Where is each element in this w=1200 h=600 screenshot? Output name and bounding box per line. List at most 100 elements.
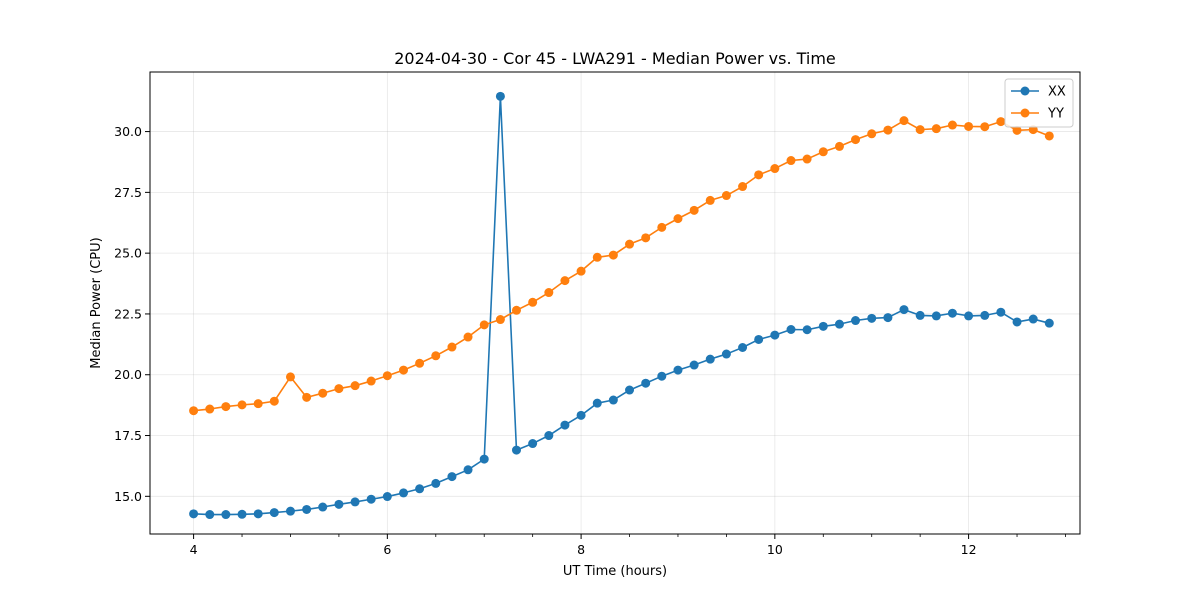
x-axis-label: UT Time (hours) — [563, 564, 667, 579]
data-point-xx — [399, 488, 409, 498]
data-point-yy — [431, 351, 441, 361]
data-point-xx — [786, 325, 796, 334]
data-point-yy — [592, 252, 602, 262]
data-point-yy — [415, 358, 425, 368]
data-point-xx — [947, 308, 957, 318]
data-point-yy — [528, 297, 538, 307]
data-point-yy — [1012, 125, 1022, 135]
data-point-yy — [511, 305, 521, 315]
data-point-xx — [350, 497, 360, 507]
data-point-yy — [996, 117, 1006, 127]
data-point-yy — [237, 400, 247, 410]
y-tick-label: 27.5 — [114, 185, 142, 200]
series-xx — [189, 91, 1054, 520]
data-point-xx — [1044, 318, 1054, 328]
data-point-yy — [560, 276, 570, 286]
data-point-yy — [883, 125, 893, 135]
data-point-xx — [479, 454, 489, 464]
data-point-xx — [964, 311, 974, 321]
data-point-yy — [834, 141, 844, 151]
legend-marker-xx — [1020, 86, 1030, 96]
data-point-yy — [980, 122, 990, 132]
data-point-xx — [318, 502, 328, 512]
data-point-yy — [318, 388, 328, 398]
series-layer — [189, 91, 1054, 520]
data-point-yy — [625, 239, 635, 249]
chart-title: 2024-04-30 - Cor 45 - LWA291 - Median Po… — [394, 49, 836, 68]
legend-label-yy: YY — [1047, 107, 1064, 122]
plot-frame — [149, 71, 1081, 535]
data-point-xx — [754, 334, 764, 344]
data-point-xx — [851, 316, 861, 326]
data-point-yy — [657, 222, 667, 232]
data-point-xx — [899, 305, 909, 315]
data-point-yy — [350, 381, 360, 391]
data-point-yy — [253, 399, 263, 409]
data-point-xx — [431, 478, 441, 488]
data-point-xx — [1012, 317, 1022, 327]
grid — [150, 72, 1080, 534]
data-point-xx — [883, 313, 893, 323]
y-tick-label: 30.0 — [114, 124, 142, 139]
data-point-yy — [721, 191, 731, 201]
data-point-xx — [382, 492, 392, 502]
data-point-xx — [544, 431, 554, 441]
data-point-yy — [205, 404, 215, 414]
data-point-xx — [237, 509, 247, 519]
data-point-yy — [479, 320, 489, 330]
data-point-yy — [867, 129, 877, 139]
data-point-yy — [285, 372, 295, 382]
x-axis-ticks: 4 6 8 10 12 — [190, 534, 1066, 557]
data-point-xx — [673, 365, 683, 375]
y-tick-label: 20.0 — [114, 367, 142, 382]
data-point-yy — [899, 116, 909, 126]
legend: XX YY — [1004, 78, 1074, 128]
legend-label-xx: XX — [1048, 85, 1066, 100]
data-point-yy — [673, 214, 683, 224]
data-point-yy — [770, 164, 780, 174]
data-point-xx — [302, 504, 312, 514]
data-point-xx — [511, 445, 521, 455]
data-point-xx — [657, 371, 667, 381]
data-point-yy — [689, 205, 699, 215]
data-point-xx — [495, 91, 505, 101]
data-point-yy — [915, 125, 925, 135]
data-point-xx — [625, 385, 635, 395]
x-tick-label: 4 — [190, 542, 198, 557]
legend-entries: XX YY — [1011, 85, 1066, 122]
data-point-xx — [560, 420, 570, 430]
data-point-xx — [592, 398, 602, 408]
y-tick-label: 25.0 — [114, 246, 142, 261]
series-yy — [189, 116, 1054, 416]
data-point-yy — [608, 250, 618, 260]
data-point-xx — [689, 360, 699, 370]
data-point-xx — [415, 484, 425, 494]
data-point-xx — [334, 499, 344, 509]
data-point-xx — [205, 510, 215, 520]
data-point-yy — [851, 135, 861, 145]
series-line-xx — [193, 95, 1050, 516]
data-point-xx — [463, 465, 473, 475]
data-point-yy — [818, 147, 828, 157]
data-point-xx — [915, 310, 925, 320]
data-point-xx — [867, 313, 877, 323]
data-point-xx — [221, 510, 231, 520]
data-point-xx — [738, 343, 748, 352]
data-point-xx — [931, 311, 941, 321]
data-point-yy — [221, 402, 231, 412]
data-point-yy — [576, 266, 586, 276]
data-point-xx — [608, 395, 618, 405]
data-point-xx — [641, 378, 651, 388]
data-point-xx — [576, 410, 586, 420]
data-point-yy — [705, 195, 715, 205]
data-point-xx — [721, 349, 731, 359]
data-point-xx — [818, 321, 828, 331]
data-point-yy — [495, 315, 505, 325]
y-tick-label: 17.5 — [114, 428, 142, 443]
data-point-yy — [366, 376, 376, 386]
data-point-xx — [253, 509, 263, 519]
y-tick-label: 15.0 — [114, 489, 142, 504]
data-point-yy — [931, 124, 941, 134]
y-axis-label: Median Power (CPU) — [89, 237, 104, 368]
